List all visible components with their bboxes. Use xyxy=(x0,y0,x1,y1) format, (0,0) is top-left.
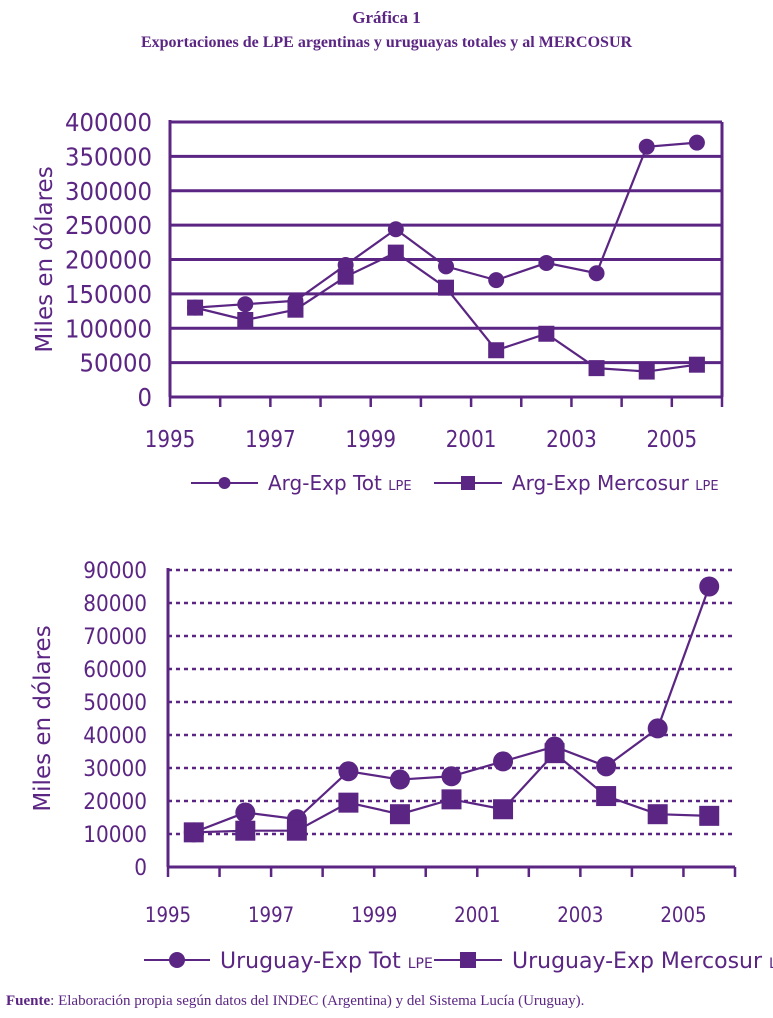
data-point xyxy=(493,799,514,820)
y-tick-label: 0 xyxy=(134,856,147,881)
data-point xyxy=(338,792,359,813)
data-point xyxy=(538,254,555,271)
y-tick-label: 350000 xyxy=(65,142,152,171)
data-point xyxy=(647,718,668,739)
x-tick-label: 2001 xyxy=(454,903,500,927)
y-axis-title: Miles en dólares xyxy=(30,625,56,811)
data-point xyxy=(638,363,655,380)
x-tick-label: 1995 xyxy=(145,903,191,927)
y-tick-label: 30000 xyxy=(83,757,147,782)
source-note: Fuente: Elaboración propia según datos d… xyxy=(6,993,584,1010)
data-point xyxy=(647,804,668,825)
legend-marker xyxy=(460,952,476,968)
data-point xyxy=(596,756,617,777)
data-point xyxy=(699,805,720,826)
data-point xyxy=(699,576,720,597)
legend-label: Uruguay-Exp Tot LPE xyxy=(220,949,433,974)
data-point xyxy=(538,325,555,342)
data-point xyxy=(389,769,410,790)
data-point xyxy=(389,804,410,825)
y-tick-label: 40000 xyxy=(83,724,147,749)
source-label: Fuente xyxy=(6,993,51,1009)
data-point xyxy=(387,244,404,261)
data-point xyxy=(338,761,359,782)
data-point xyxy=(441,789,462,810)
data-point xyxy=(596,786,617,807)
data-point xyxy=(488,342,505,359)
data-point xyxy=(638,138,655,155)
data-point xyxy=(488,272,505,289)
x-tick-label: 2003 xyxy=(557,903,603,927)
y-tick-label: 50000 xyxy=(83,691,147,716)
y-axis-title: Miles en dólares xyxy=(32,166,58,352)
y-tick-label: 70000 xyxy=(83,625,147,650)
source-text: : Elaboración propia según datos del IND… xyxy=(50,993,585,1009)
legend-label: Uruguay-Exp Mercosur LPE xyxy=(512,949,773,974)
y-tick-label: 20000 xyxy=(83,790,147,815)
chart-heading: Gráfica 1 xyxy=(352,8,421,27)
data-point xyxy=(688,356,705,373)
x-tick-label: 1999 xyxy=(351,903,397,927)
y-tick-label: 150000 xyxy=(65,280,152,309)
data-point xyxy=(237,312,254,328)
y-tick-label: 80000 xyxy=(83,592,147,617)
y-tick-label: 200000 xyxy=(65,246,152,275)
data-point xyxy=(441,766,462,787)
data-point xyxy=(235,820,256,841)
legend-marker xyxy=(169,952,185,968)
legend-label: Arg-Exp Mercosur LPE xyxy=(512,471,719,495)
x-tick-label: 1997 xyxy=(248,903,294,927)
x-tick-label: 1995 xyxy=(145,427,196,453)
data-point xyxy=(235,802,256,823)
x-tick-label: 2005 xyxy=(660,903,706,927)
data-point xyxy=(588,265,605,282)
argentina-chart: 0 50000 100000 150000 200000 250000 300000 3500… xyxy=(32,108,724,495)
y-tick-label: 10000 xyxy=(83,823,147,848)
data-point xyxy=(387,221,404,238)
data-point xyxy=(287,301,304,318)
data-point xyxy=(688,134,705,151)
data-point xyxy=(187,299,204,316)
y-tick-label: 300000 xyxy=(65,177,152,206)
legend-marker xyxy=(461,476,475,490)
data-point xyxy=(237,296,254,313)
x-tick-label: 1999 xyxy=(345,427,396,453)
y-tick-label: 0 xyxy=(138,383,153,412)
y-tick-label: 60000 xyxy=(83,658,147,683)
legend-marker xyxy=(218,477,231,489)
data-point xyxy=(438,279,454,296)
data-point xyxy=(183,822,204,843)
y-tick-label: 250000 xyxy=(65,211,152,240)
y-tick-label: 100000 xyxy=(65,314,152,343)
data-point xyxy=(337,268,354,285)
x-tick-label: 2003 xyxy=(546,427,597,453)
data-point xyxy=(493,751,514,772)
x-tick-label: 2001 xyxy=(446,427,497,453)
x-tick-label: 1997 xyxy=(245,427,296,453)
y-tick-label: 90000 xyxy=(83,559,147,584)
legend-label: Arg-Exp Tot LPE xyxy=(268,471,412,495)
y-tick-label: 50000 xyxy=(80,349,153,378)
chart-subtitle: Exportaciones de LPE argentinas y urugua… xyxy=(140,34,633,51)
data-point xyxy=(588,360,605,377)
data-point xyxy=(286,820,307,841)
y-tick-label: 400000 xyxy=(65,108,152,137)
uruguay-chart: 0 10000 20000 30000 40000 50000 60000 70000 8000… xyxy=(30,559,773,974)
x-tick-label: 2005 xyxy=(647,427,698,453)
data-point xyxy=(438,258,454,275)
data-point xyxy=(544,743,565,764)
